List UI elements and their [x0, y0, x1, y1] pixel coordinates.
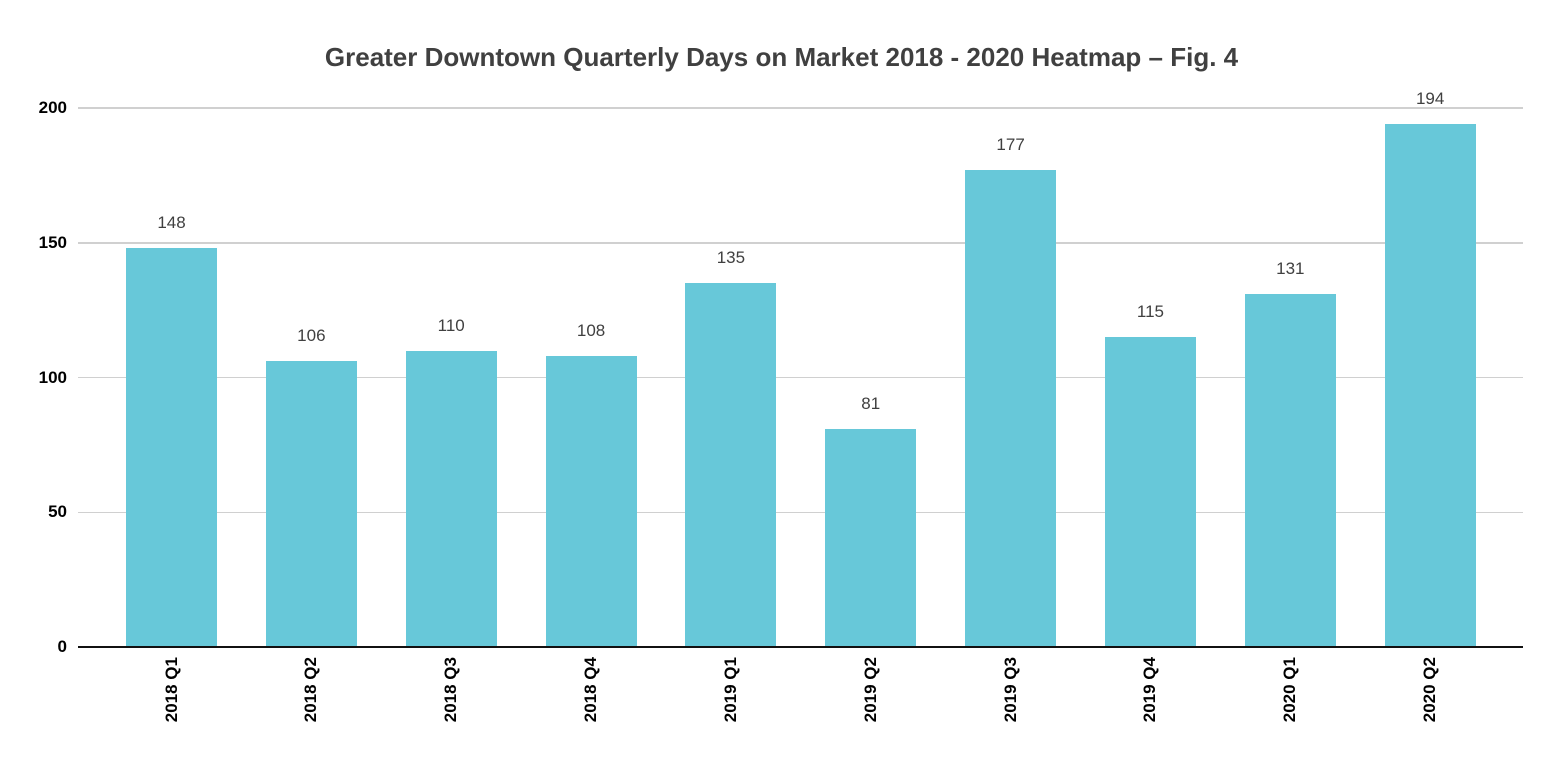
- bar-value-label: 131: [1276, 258, 1305, 278]
- gridline: [78, 376, 1523, 379]
- x-tick-label: 2019 Q3: [1000, 657, 1020, 723]
- bar-value-label: 81: [861, 393, 881, 413]
- y-tick-label: 0: [57, 637, 67, 656]
- y-tick-label: 50: [48, 502, 67, 522]
- bar-2019-q3[interactable]: [965, 169, 1057, 647]
- bar-value-label: 108: [576, 320, 606, 340]
- gridline: [78, 242, 1523, 244]
- x-tick-label: 2020 Q2: [1420, 657, 1440, 723]
- bar-value-label: 177: [996, 134, 1025, 154]
- bar-2018-q2[interactable]: [265, 361, 357, 647]
- bar-2018-q4[interactable]: [545, 355, 637, 647]
- x-tick-label: 2020 Q1: [1280, 657, 1300, 723]
- x-tick-label: 2018 Q3: [441, 657, 461, 723]
- bar-2018-q1[interactable]: [126, 248, 217, 647]
- bar-value-label: 194: [1415, 89, 1445, 109]
- bar-2020-q1[interactable]: [1244, 293, 1336, 647]
- gridline: [78, 107, 1523, 109]
- bar-value-label: 115: [1136, 302, 1164, 322]
- x-tick-label: 2018 Q4: [581, 657, 601, 723]
- x-axis-baseline: [78, 646, 1523, 648]
- bar-value-label: 106: [297, 326, 326, 346]
- chart-title: Greater Downtown Quarterly Days on Marke…: [324, 42, 1239, 72]
- bar-value-label: 110: [437, 315, 465, 335]
- bar-value-label: 148: [157, 213, 186, 233]
- x-tick-label: 2019 Q4: [1140, 657, 1160, 723]
- x-tick-label: 2019 Q1: [720, 657, 740, 723]
- y-tick-label: 200: [38, 98, 67, 117]
- y-tick-label: 150: [38, 232, 67, 252]
- bar-2018-q3[interactable]: [405, 350, 497, 647]
- bar-2020-q2[interactable]: [1384, 124, 1476, 647]
- bar-2019-q4[interactable]: [1104, 337, 1196, 647]
- y-tick-label: 100: [38, 367, 67, 387]
- bar-value-label: 135: [716, 248, 746, 268]
- bar-2019-q2[interactable]: [825, 428, 917, 647]
- x-tick-label: 2018 Q1: [161, 657, 181, 723]
- gridline: [78, 511, 1523, 513]
- x-tick-label: 2019 Q2: [860, 657, 880, 723]
- x-tick-label: 2018 Q2: [301, 657, 321, 723]
- bar-2019-q1[interactable]: [685, 283, 777, 647]
